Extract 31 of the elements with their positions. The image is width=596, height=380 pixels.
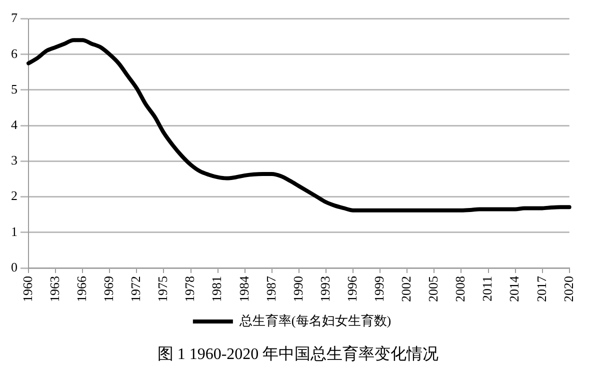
x-tick-label: 1993 xyxy=(317,276,332,302)
x-tick-label: 2011 xyxy=(480,276,495,302)
x-tick-label: 2008 xyxy=(452,276,468,302)
x-tick-label: 1966 xyxy=(74,276,90,302)
x-tick-label: 1987 xyxy=(263,276,278,302)
y-tick-label: 2 xyxy=(11,188,18,204)
x-tick-label: 2005 xyxy=(426,276,441,302)
caption: 图 1 1960-2020 年中国总生育率变化情况 xyxy=(156,344,440,365)
x-tick-label: 1999 xyxy=(372,276,387,302)
y-tick-label: 0 xyxy=(11,259,18,274)
x-tick-label: 2017 xyxy=(534,276,549,302)
y-tick-label: 7 xyxy=(11,10,18,26)
x-tick-label: 2020 xyxy=(560,276,576,302)
y-tick-label: 5 xyxy=(11,81,18,96)
x-tick-label: 1990 xyxy=(290,276,306,302)
y-tick-label: 3 xyxy=(11,152,18,168)
x-tick-label: 2002 xyxy=(398,276,414,302)
x-tick-label: 1969 xyxy=(101,276,116,302)
x-tick-label: 1960 xyxy=(20,276,35,302)
y-tick-label: 4 xyxy=(11,117,18,132)
y-tick-label: 1 xyxy=(11,224,18,239)
x-tick-label: 1984 xyxy=(236,276,252,302)
x-tick-label: 1996 xyxy=(344,276,360,302)
x-tick-label: 1978 xyxy=(182,276,198,302)
legend-label: 总生育率(每名妇女生育数) xyxy=(238,312,392,328)
x-tick-label: 1972 xyxy=(128,276,144,302)
x-tick-label: 1975 xyxy=(155,276,170,302)
y-tick-label: 6 xyxy=(11,46,18,61)
x-tick-label: 2014 xyxy=(506,276,522,302)
x-tick-label: 1981 xyxy=(209,276,224,302)
x-tick-label: 1963 xyxy=(46,276,62,302)
